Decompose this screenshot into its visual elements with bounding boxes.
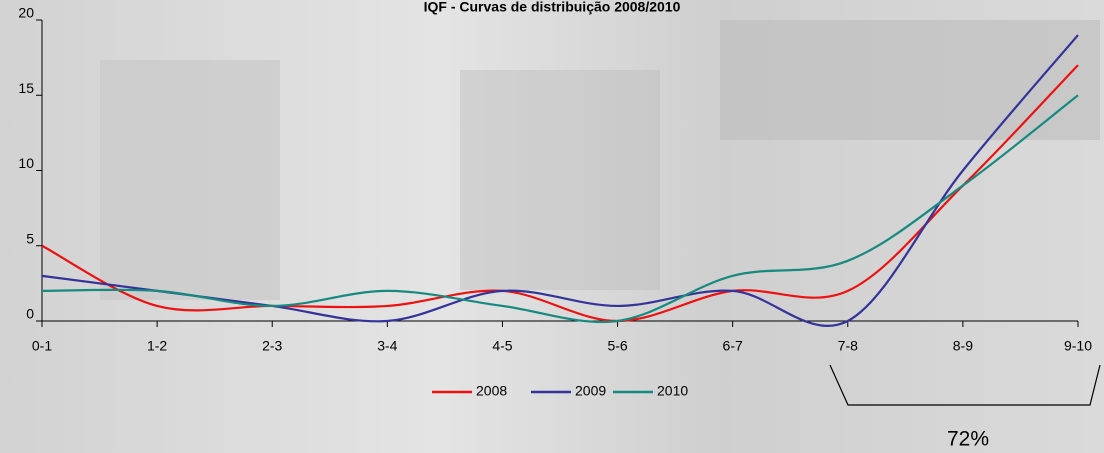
annotation: 72% — [947, 428, 989, 451]
legend-label: 2008 — [476, 383, 507, 399]
legend-label: 2010 — [657, 383, 688, 399]
chart: IQF - Curvas de distribuição 2008/2010 7… — [0, 0, 1104, 453]
x-tick-label: 6-7 — [723, 338, 743, 354]
x-tick-label: 4-5 — [492, 338, 512, 354]
x-tick-label: 7-8 — [838, 338, 858, 354]
y-tick-label: 0 — [26, 306, 34, 322]
x-tick-label: 1-2 — [147, 338, 167, 354]
background-people — [460, 70, 660, 290]
legend-label: 2009 — [575, 383, 606, 399]
x-tick-label: 3-4 — [377, 338, 397, 354]
y-tick-label: 10 — [18, 155, 34, 171]
x-tick-label: 0-1 — [32, 338, 52, 354]
y-tick-label: 5 — [26, 230, 34, 246]
y-tick-label: 20 — [18, 5, 34, 21]
chart-title: IQF - Curvas de distribuição 2008/2010 — [424, 0, 681, 15]
x-tick-label: 5-6 — [607, 338, 627, 354]
x-tick-label: 8-9 — [953, 338, 973, 354]
y-tick-label: 15 — [18, 80, 34, 96]
x-tick-label: 9-10 — [1064, 338, 1092, 354]
background-fence — [100, 60, 280, 300]
x-tick-label: 2-3 — [262, 338, 282, 354]
